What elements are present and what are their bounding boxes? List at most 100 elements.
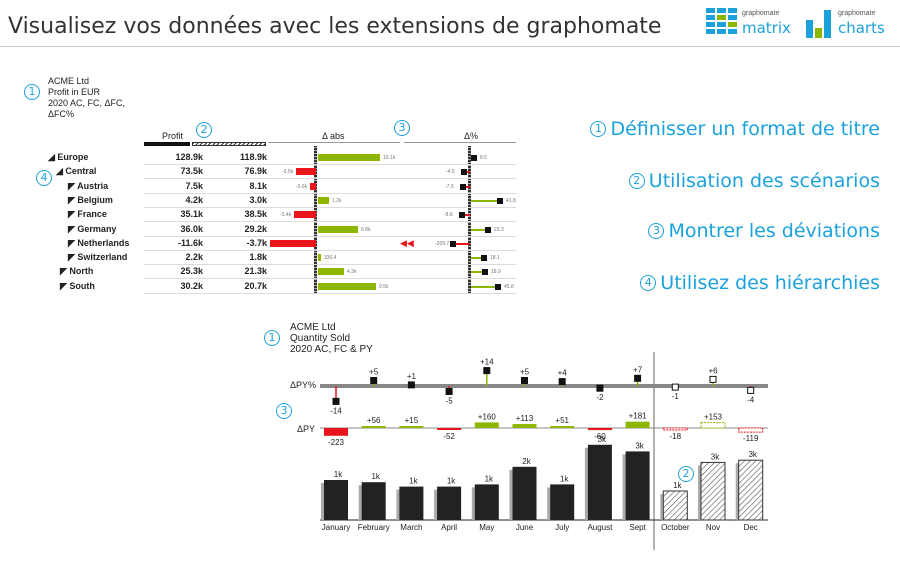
row-divider (144, 235, 516, 237)
delta-abs-label: 9.5k (379, 283, 389, 290)
delta-abs-bar (318, 254, 321, 262)
row-label[interactable]: ◤ Switzerland (68, 252, 128, 263)
feature-item: 2 Utilisation des scénarios (628, 170, 880, 192)
delta-abs-bar (437, 428, 462, 430)
delta-pct-pin (481, 255, 487, 262)
cell-fc: -3.7k (246, 237, 267, 248)
delta-abs-bar (310, 182, 316, 190)
delta-pct-stem (471, 257, 481, 260)
cell-ac: 30.2k (180, 280, 203, 291)
delta-pct-label: 18.1 (490, 255, 500, 262)
delta-pct-pin (747, 386, 755, 394)
table-company: ACME Ltd (48, 76, 90, 86)
delta-pct-label: +1 (407, 372, 417, 381)
row-label[interactable]: ◤ Austria (68, 180, 109, 191)
delta-pct-label: 23.3 (494, 226, 504, 233)
category-label: July (555, 523, 569, 532)
delta-pct-label: 18.9 (491, 269, 501, 276)
row-divider (144, 249, 516, 251)
row-label[interactable]: ◤ South (60, 280, 95, 291)
bar-value-label: 1k (371, 472, 380, 481)
delta-abs-label: +181 (629, 412, 648, 421)
delta-abs-bar (318, 196, 329, 204)
marker-badge: 1 (24, 84, 40, 100)
table-row[interactable]: ◢ Europe 128.9k 118.9k (48, 151, 538, 165)
delta-abs-bar (474, 422, 499, 428)
row-divider (144, 278, 516, 280)
delta-abs-bar (662, 427, 688, 431)
delta-abs-label: -52 (443, 432, 455, 441)
feature-text: Définisser un format de titre (610, 118, 880, 140)
row-label[interactable]: ◤ France (68, 209, 107, 220)
cell-ac: 4.2k (185, 194, 203, 205)
delta-abs-bar (700, 422, 726, 429)
row-label[interactable]: ◤ Germany (68, 223, 117, 234)
row-label-delta-pct: ΔPY% (290, 380, 317, 390)
delta-pct-label: 8.5 (480, 155, 487, 161)
category-label: Sept (629, 523, 646, 532)
table-title-block: ACME Ltd Profit in EUR 2020 AC, FC, ΔFC,… (48, 76, 125, 120)
delta-abs-bar (738, 427, 764, 433)
delta-pct-stem (471, 271, 482, 274)
table-row[interactable]: ◤ Belgium 4.2k 3.0k (48, 194, 538, 208)
delta-pct-pin (445, 388, 453, 395)
feature-item: 4 Utilisez des hiérarchies (640, 272, 880, 294)
delta-pct-label: -7.5 (445, 183, 454, 190)
delta-abs-label: -119 (743, 434, 759, 443)
marker-badge: 2 (196, 122, 212, 138)
cell-ac: 2.2k (185, 252, 203, 263)
delta-pct-pin (450, 240, 456, 247)
delta-pct-stem (471, 199, 497, 202)
ac-bar (324, 480, 348, 520)
cell-fc: 3.0k (249, 194, 267, 205)
pct-axis (468, 146, 471, 294)
row-label[interactable]: ◤ North (60, 266, 94, 277)
delta-pct-label: +7 (633, 365, 643, 374)
table-measure: Profit in EUR (48, 87, 101, 97)
delta-pct-label: +5 (520, 368, 530, 377)
row-label[interactable]: ◢ Europe (48, 152, 89, 162)
delta-abs-bar (294, 211, 316, 219)
delta-abs-bar (587, 428, 612, 431)
delta-pct-pin (461, 169, 467, 176)
table-row[interactable]: ◤ Germany 36.0k 29.2k (48, 223, 538, 237)
delta-pct-axis (320, 384, 768, 388)
table-row[interactable]: ◤ North 25.3k 21.3k (48, 265, 538, 279)
table-row[interactable]: ◤ France 35.1k 38.5k (48, 208, 538, 222)
delta-pct-stem (471, 285, 495, 288)
feature-list: 1 Définisser un format de titre 2 Utilis… (560, 118, 880, 308)
delta-abs-bar (550, 426, 575, 428)
delta-abs-label: 6.8k (361, 226, 371, 233)
bar-value-label: 2k (522, 457, 531, 466)
ac-bar (474, 484, 499, 520)
cell-fc: 21.3k (244, 266, 267, 277)
ac-bar (625, 451, 650, 520)
delta-pct-label: -1 (672, 392, 680, 401)
delta-pct-pin (485, 226, 491, 233)
feature-number-badge: 3 (648, 223, 665, 239)
delta-pct-pin (558, 378, 566, 386)
delta-pct-pin (407, 381, 415, 389)
marker-badge: 3 (276, 403, 292, 419)
category-label: April (441, 523, 457, 532)
delta-pct-label: -5 (446, 397, 454, 406)
table-row[interactable]: ◢ Central 73.5k 76.9k (48, 165, 538, 179)
table-row[interactable]: ◤ Switzerland 2.2k 1.8k (48, 251, 538, 265)
delta-pct-pin (671, 383, 679, 391)
cell-ac: 73.5k (180, 166, 203, 177)
delta-abs-label: -7.8k (256, 240, 268, 247)
row-divider (144, 292, 516, 294)
delta-abs-label: +56 (367, 416, 381, 425)
logo-brand-text: graphomate (742, 10, 780, 17)
ac-bar (437, 486, 462, 520)
delta-pct-pin (370, 377, 378, 384)
row-label[interactable]: ◢ Central (56, 166, 97, 177)
table-row[interactable]: ◤ Austria 7.5k 8.1k (48, 180, 538, 194)
delta-pct-label: 45.8 (504, 283, 514, 290)
bar-value-label: 1k (485, 474, 494, 483)
row-label[interactable]: ◤ Netherlands (68, 237, 130, 248)
row-label[interactable]: ◤ Belgium (68, 194, 113, 205)
table-row[interactable]: ◤ Netherlands -11.6k -3.7k (48, 237, 538, 251)
table-row[interactable]: ◤ South 30.2k 20.7k (48, 280, 538, 294)
cell-fc: 118.9k (239, 152, 267, 162)
